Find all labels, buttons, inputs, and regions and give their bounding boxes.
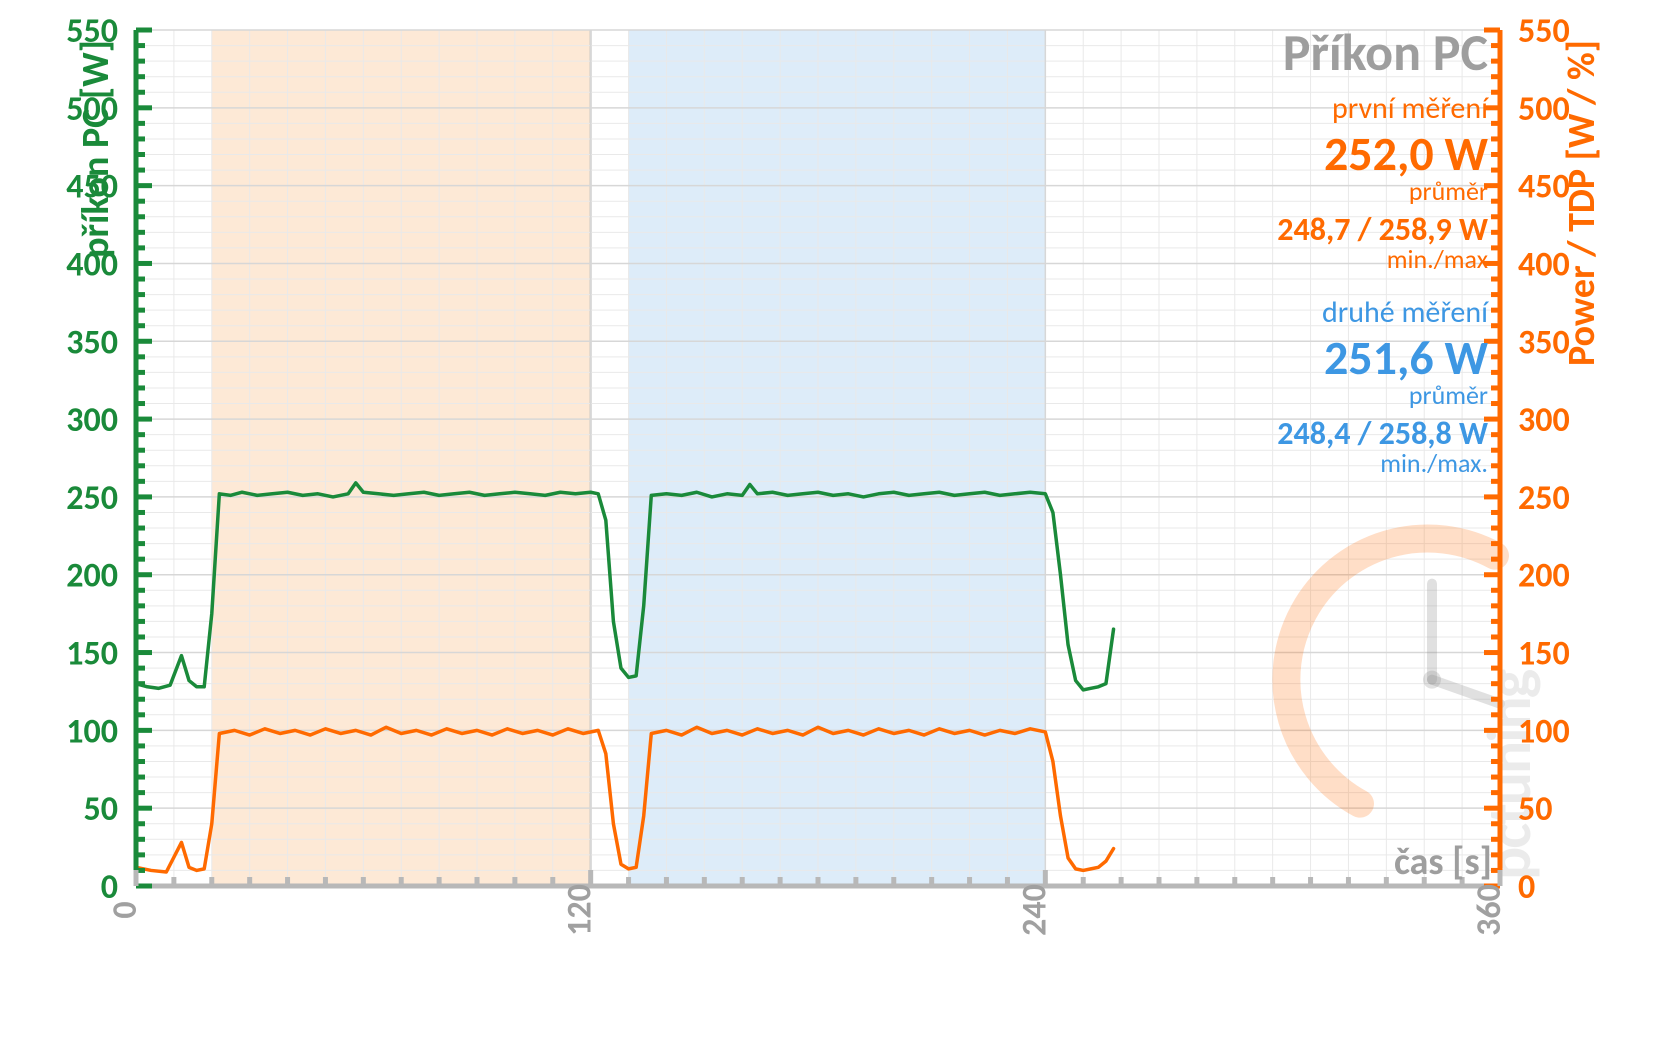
chart-svg: pctuning00505010010015015020020025025030… (0, 0, 1657, 1044)
xtick-360: 360 (1469, 884, 1510, 936)
xtick-120: 120 (560, 884, 601, 936)
axis-label-right: Power / TDP [W / %] (1559, 40, 1605, 366)
chart-container: pctuning00505010010015015020020025025030… (0, 0, 1657, 1044)
ytick-right-0: 0 (1518, 867, 1535, 908)
ytick-right-200: 200 (1518, 556, 1570, 597)
ytick-left-150: 150 (66, 634, 118, 675)
ytick-right-150: 150 (1518, 634, 1570, 675)
ytick-left-100: 100 (66, 711, 118, 752)
m2-head: druhé měření (1322, 294, 1489, 331)
ytick-left-300: 300 (66, 400, 118, 441)
ytick-left-50: 50 (84, 789, 118, 830)
ytick-left-250: 250 (66, 478, 118, 519)
ytick-right-100: 100 (1518, 711, 1570, 752)
band-2 (629, 30, 1046, 886)
m2-minmax-sub: min./max. (1380, 447, 1488, 479)
watermark: pctuning (1286, 539, 1547, 880)
axis-label-x: čas [s] (1394, 839, 1492, 885)
m2-avg-sub: průměr (1409, 379, 1488, 411)
xtick-240: 240 (1014, 884, 1055, 936)
ytick-left-200: 200 (66, 556, 118, 597)
xtick-0: 0 (105, 901, 146, 918)
axis-label-left: příkon PC [W] (73, 40, 119, 258)
m1-minmax-sub: min./max (1387, 243, 1488, 275)
ytick-right-300: 300 (1518, 400, 1570, 441)
m1-head: první měření (1332, 90, 1489, 127)
ytick-left-350: 350 (66, 322, 118, 363)
chart-title: Příkon PC (1283, 20, 1488, 84)
m1-avg-sub: průměr (1409, 175, 1488, 207)
ytick-right-50: 50 (1518, 789, 1552, 830)
ytick-right-250: 250 (1518, 478, 1570, 519)
